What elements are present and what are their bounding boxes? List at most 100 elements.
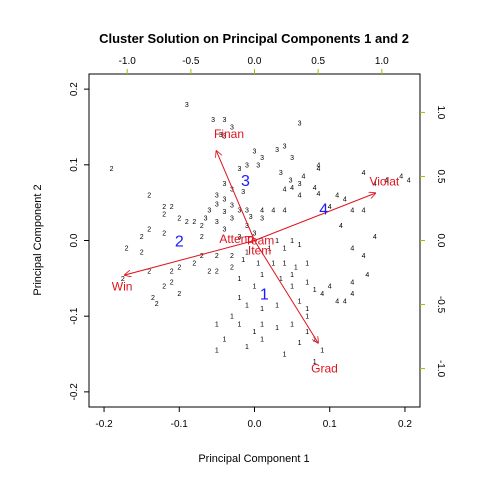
point-cluster-4: 4 [335,193,339,200]
point-cluster-3: 3 [211,117,215,124]
point-cluster-1: 1 [275,325,279,332]
point-cluster-2: 2 [162,283,166,290]
point-cluster-1: 1 [245,344,249,351]
point-cluster-2: 2 [162,230,166,237]
vector-label-item: Item [248,244,271,258]
point-cluster-3: 3 [253,149,257,156]
point-cluster-1: 1 [298,242,302,249]
point-cluster-1: 1 [294,264,298,271]
point-cluster-3: 3 [215,219,219,226]
point-cluster-4: 4 [271,208,275,215]
point-cluster-2: 2 [230,264,234,271]
secondary-x-tick-label: 0.5 [311,56,325,67]
point-cluster-1: 1 [275,302,279,309]
point-cluster-1: 1 [215,348,219,355]
point-cluster-4: 4 [320,291,324,298]
point-cluster-4: 4 [362,208,366,215]
point-cluster-2: 2 [200,234,204,241]
point-cluster-1: 1 [320,348,324,355]
point-cluster-3: 3 [256,162,260,169]
point-cluster-3: 3 [222,227,226,234]
point-cluster-3: 3 [222,134,226,141]
point-cluster-1: 1 [268,246,272,253]
point-cluster-2: 2 [177,215,181,222]
centroid-label-4: 4 [319,202,328,219]
vector-label-win: Win [112,280,133,294]
point-cluster-1: 1 [260,321,264,328]
point-cluster-1: 1 [279,276,283,283]
y-axis-label: Principal Component 2 [32,184,44,295]
point-cluster-2: 2 [147,193,151,200]
point-cluster-3: 3 [290,155,294,162]
point-cluster-4: 4 [350,246,354,253]
point-cluster-1: 1 [283,352,287,359]
point-cluster-3: 3 [222,181,226,188]
secondary-x-tick-label: -0.5 [182,56,200,67]
point-cluster-2: 2 [147,227,151,234]
secondary-y-tick-label: 1.0 [435,105,446,119]
point-cluster-1: 1 [283,261,287,268]
point-cluster-3: 3 [222,117,226,124]
point-cluster-2: 2 [125,246,129,253]
point-cluster-1: 1 [215,321,219,328]
y-tick-label: -0.2 [69,383,80,401]
point-cluster-4: 4 [365,272,369,279]
point-cluster-3: 3 [289,177,293,184]
point-cluster-3: 3 [230,202,234,209]
y-tick-label: 0.0 [69,233,80,247]
y-tick-label: 0.2 [69,82,80,96]
point-cluster-2: 2 [215,253,219,260]
point-cluster-3: 3 [245,162,249,169]
point-cluster-1: 1 [305,261,309,268]
x-tick-label: 0.0 [248,419,262,430]
point-cluster-3: 3 [222,196,226,203]
point-cluster-3: 3 [230,187,234,194]
point-cluster-4: 4 [350,280,354,287]
vector-arrow-grad [254,240,319,343]
point-cluster-2: 2 [140,249,144,256]
point-cluster-1: 1 [290,238,294,245]
point-cluster-3: 3 [249,214,253,221]
secondary-x-tick-label: 1.0 [375,56,389,67]
point-cluster-3: 3 [238,234,242,241]
point-cluster-3: 3 [241,189,245,196]
point-cluster-1: 1 [305,314,309,321]
point-cluster-3: 3 [207,208,211,215]
point-cluster-1: 1 [290,272,294,279]
secondary-x-tick-label: -1.0 [119,56,137,67]
point-cluster-4: 4 [339,223,343,230]
point-cluster-3: 3 [283,143,287,150]
secondary-y-tick-label: -1.0 [435,360,446,378]
point-cluster-3: 3 [230,215,234,222]
point-cluster-3: 3 [245,208,249,215]
point-cluster-2: 2 [170,204,174,211]
point-cluster-3: 3 [238,166,242,173]
point-cluster-3: 3 [230,124,234,131]
point-cluster-1: 1 [260,272,264,279]
point-cluster-2: 2 [155,301,159,308]
point-cluster-4: 4 [313,185,317,192]
point-cluster-3: 3 [298,181,302,188]
chart-title: Cluster Solution on Principal Components… [99,31,409,46]
point-cluster-2: 2 [121,276,125,283]
centroid-label-2: 2 [175,234,184,251]
point-cluster-1: 1 [241,257,245,264]
point-cluster-2: 2 [162,212,166,219]
secondary-y-tick-label: -0.5 [435,296,446,314]
point-cluster-1: 1 [305,306,309,313]
y-tick-label: -0.1 [69,307,80,325]
point-cluster-1: 1 [275,238,279,245]
point-cluster-3: 3 [215,202,219,209]
point-cluster-4: 4 [328,283,332,290]
point-cluster-1: 1 [290,321,294,328]
vector-label-grad: Grad [311,362,338,376]
point-cluster-4: 4 [343,196,347,203]
point-cluster-3: 3 [260,155,264,162]
point-cluster-2: 2 [200,223,204,230]
vector-label-attend: Attend [219,232,254,246]
vector-arrow-violat [254,193,376,241]
point-cluster-4: 4 [362,253,366,260]
x-tick-label: -0.2 [95,419,113,430]
